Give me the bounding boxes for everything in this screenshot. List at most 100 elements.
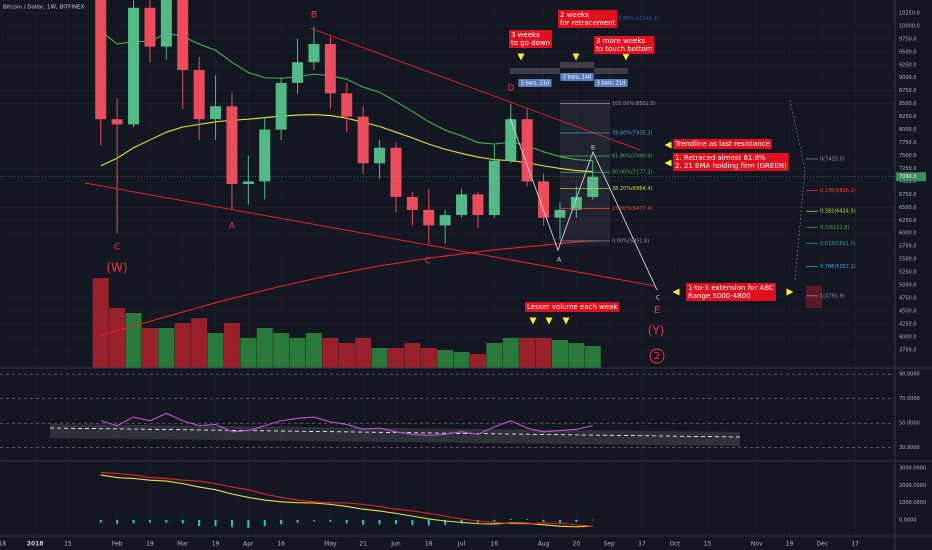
y-tick-label: 0.0000 (899, 517, 917, 523)
note-box (673, 153, 789, 171)
projection (789, 99, 806, 281)
candle-body (521, 119, 533, 182)
y-tick-label: 6250.0 (899, 218, 917, 224)
wave-label: (W) (106, 261, 127, 275)
note-text: 2. 21 EMA holding firm (GREEN) (675, 162, 787, 170)
note-text: for retracement (560, 19, 616, 27)
volume-bar (158, 328, 175, 368)
volume-bar (584, 346, 601, 368)
arrow (622, 53, 630, 61)
volume-bar (256, 328, 273, 368)
volume-bar (141, 328, 158, 368)
extension-label: 0.786(5357.2) (820, 264, 856, 270)
y-tick-label: 30.0000 (899, 445, 920, 451)
y-tick-label: 6750.0 (899, 192, 917, 198)
histogram-bar (99, 519, 102, 523)
volume-bar (92, 278, 109, 368)
note: Lesser volume each weak (525, 302, 620, 312)
volume-bar (355, 338, 372, 368)
range-label-box (518, 79, 552, 87)
candle-body (160, 0, 172, 47)
resistance-trendline (309, 27, 641, 151)
wave-label: 2 (654, 351, 660, 362)
x-tick-label: Sep (604, 541, 616, 548)
arrow (517, 53, 525, 61)
histogram-bar (296, 519, 299, 523)
arrow (664, 141, 672, 149)
x-tick-label: 2018 (27, 541, 44, 548)
x-tick-label: Aug (538, 541, 550, 548)
candle-body (374, 147, 386, 164)
histogram-bar (247, 519, 250, 528)
volume-bar (551, 340, 568, 368)
volume-bar (519, 338, 536, 368)
histogram-bar (329, 519, 332, 522)
wave-label: A (557, 257, 562, 264)
volume-bar (404, 343, 421, 368)
y-tick-label: 50.0000 (899, 421, 920, 427)
candle-body (456, 194, 468, 216)
y-tick-label: 10250.0 (899, 10, 920, 16)
volume-bar (289, 338, 306, 368)
range-label-box (594, 79, 628, 87)
extension-label: 0.5(6112.8) (820, 225, 849, 231)
histogram-bar (345, 519, 348, 524)
note-text: Range 5000-4800 (688, 292, 751, 300)
fib-label: 0.00%(5851.8) (612, 238, 649, 244)
x-tick-label: Jun (390, 541, 401, 548)
histogram-bar (411, 519, 414, 526)
histogram-bar (509, 519, 512, 520)
y-tick-label: 2000.0000 (899, 483, 926, 489)
candle-body (570, 196, 582, 210)
volume-bar (305, 333, 322, 368)
volume-bar (486, 343, 503, 368)
note-text: 2 weeks (560, 11, 589, 19)
extension-label: 0.236(6826.2) (820, 188, 856, 194)
extension-label: 1(4791.9) (820, 293, 845, 299)
range-label: 3 bars, 21d (521, 81, 549, 87)
rsi-channel (50, 424, 740, 446)
candle-body (439, 215, 451, 226)
fib-label: 61.80%(7490.0) (612, 154, 653, 160)
arrow (545, 317, 553, 325)
volume-bar (191, 318, 208, 368)
note-text: Lesser volume each weak (527, 303, 618, 311)
candle-body (308, 44, 320, 63)
y-tick-label: 9250.0 (899, 62, 917, 68)
histogram-bar (312, 519, 315, 522)
histogram-bar (526, 519, 529, 520)
y-tick-label: 4750.0 (899, 296, 917, 302)
y-tick-label: 7250.0 (899, 166, 917, 172)
x-tick-label: 18 (0, 541, 6, 548)
volume-bar (240, 338, 257, 368)
y-tick-label: 90.0000 (899, 372, 920, 378)
y-tick-label: 4250.0 (899, 321, 917, 327)
y-tick-label: 5750.0 (899, 244, 917, 250)
candle-body (488, 160, 500, 216)
x-tick-label: Jul (457, 541, 466, 548)
fib-label: 78.60%(7935.3) (612, 130, 653, 136)
candle-body (587, 176, 599, 197)
x-tick-label: 19 (146, 541, 154, 548)
x-tick-label: 21 (359, 541, 367, 548)
volume-bar (322, 338, 339, 368)
volume-bar (568, 343, 585, 368)
histogram-bar (394, 519, 397, 525)
arrow (572, 53, 580, 61)
arrow (786, 288, 794, 296)
candle-body (226, 106, 238, 184)
arrow (672, 288, 680, 296)
note-text: Trendline as last resistance (674, 140, 770, 148)
volume-bar (453, 352, 470, 368)
fib-label: 50.00%(7177.2) (612, 170, 653, 176)
volume-bar (125, 313, 142, 368)
note-box (558, 10, 618, 28)
note-box (525, 302, 620, 312)
volume-bar (469, 354, 486, 368)
histogram-bar (132, 519, 135, 524)
range-box (510, 68, 560, 74)
y-tick-label: 6500.0 (899, 205, 917, 211)
x-tick-label: Feb (112, 541, 123, 548)
